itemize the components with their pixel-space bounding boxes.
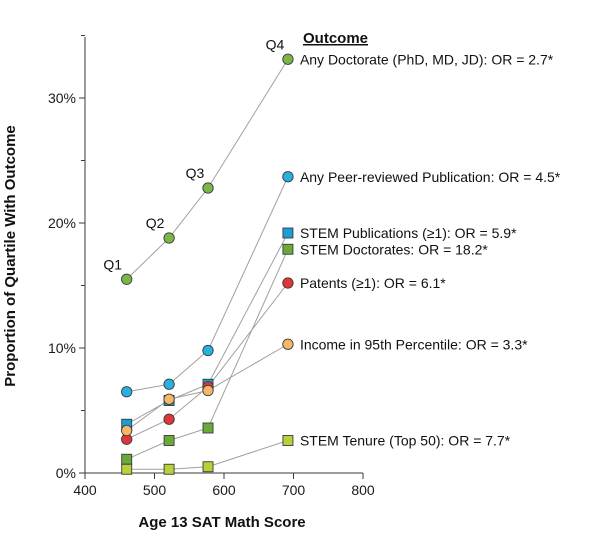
quartile-label: Q4 — [266, 36, 285, 52]
series-line — [126, 232, 289, 425]
data-point-circle — [163, 232, 175, 244]
legend-title: Outcome — [303, 30, 368, 47]
x-tick-label: 500 — [143, 482, 167, 498]
series-label: STEM Doctorates: OR = 18.2* — [300, 241, 488, 257]
data-point-square — [163, 463, 175, 475]
y-tick-label: 10% — [48, 340, 76, 356]
series-lines — [126, 58, 289, 470]
data-point-square — [121, 453, 133, 465]
series-label: Patents (≥1): OR = 6.1* — [300, 275, 446, 291]
series-label: STEM Tenure (Top 50): OR = 7.7* — [300, 433, 511, 449]
x-tick-label: 400 — [73, 482, 97, 498]
y-tick-label: 0% — [56, 465, 76, 481]
data-point-circle — [163, 413, 175, 425]
x-axis-title: Age 13 SAT Math Score — [138, 514, 305, 531]
x-tick-label: 800 — [351, 482, 375, 498]
data-point-square — [202, 461, 214, 473]
data-point-circle — [202, 182, 214, 194]
x-tick-label: 700 — [282, 482, 306, 498]
data-points — [121, 53, 294, 475]
axes: 0% 10% 20% 30% 400 500 600 700 800 — [48, 35, 375, 498]
data-point-circle — [282, 53, 294, 65]
data-point-circle — [202, 384, 214, 397]
quartile-label: Q2 — [146, 215, 165, 231]
y-tick-label: 20% — [48, 215, 76, 231]
data-point-circle — [282, 171, 294, 183]
series-line — [126, 282, 289, 440]
data-point-square — [282, 435, 294, 446]
data-point-circle — [121, 386, 133, 398]
series-line — [126, 249, 289, 460]
data-point-circle — [163, 378, 175, 390]
data-point-circle — [202, 344, 214, 357]
data-point-square — [163, 435, 175, 446]
data-point-circle — [121, 424, 133, 437]
data-point-square — [282, 243, 294, 255]
data-point-circle — [282, 277, 294, 289]
x-tick-label: 600 — [212, 482, 236, 498]
series-label: Any Peer-reviewed Publication: OR = 4.5* — [300, 169, 561, 185]
labels: Any Doctorate (PhD, MD, JD): OR = 2.7* An… — [103, 36, 560, 448]
data-point-circle — [282, 338, 294, 350]
y-tick-label: 30% — [48, 90, 76, 106]
quartile-label: Q1 — [103, 256, 122, 272]
series-label: STEM Publications (≥1): OR = 5.9* — [300, 225, 517, 241]
data-point-square — [202, 422, 214, 434]
data-point-square — [282, 227, 294, 239]
series-line — [126, 176, 289, 393]
series-label: Any Doctorate (PhD, MD, JD): OR = 2.7* — [300, 51, 554, 67]
quartile-label: Q3 — [186, 165, 205, 181]
series-label: Income in 95th Percentile: OR = 3.3* — [300, 336, 528, 352]
data-point-circle — [163, 393, 175, 405]
y-axis-title: Proportion of Quartile With Outcome — [2, 125, 19, 387]
series-line — [126, 58, 289, 280]
series-line — [126, 343, 289, 431]
data-point-square — [121, 463, 133, 475]
data-point-circle — [121, 273, 133, 285]
series-line — [126, 440, 289, 470]
